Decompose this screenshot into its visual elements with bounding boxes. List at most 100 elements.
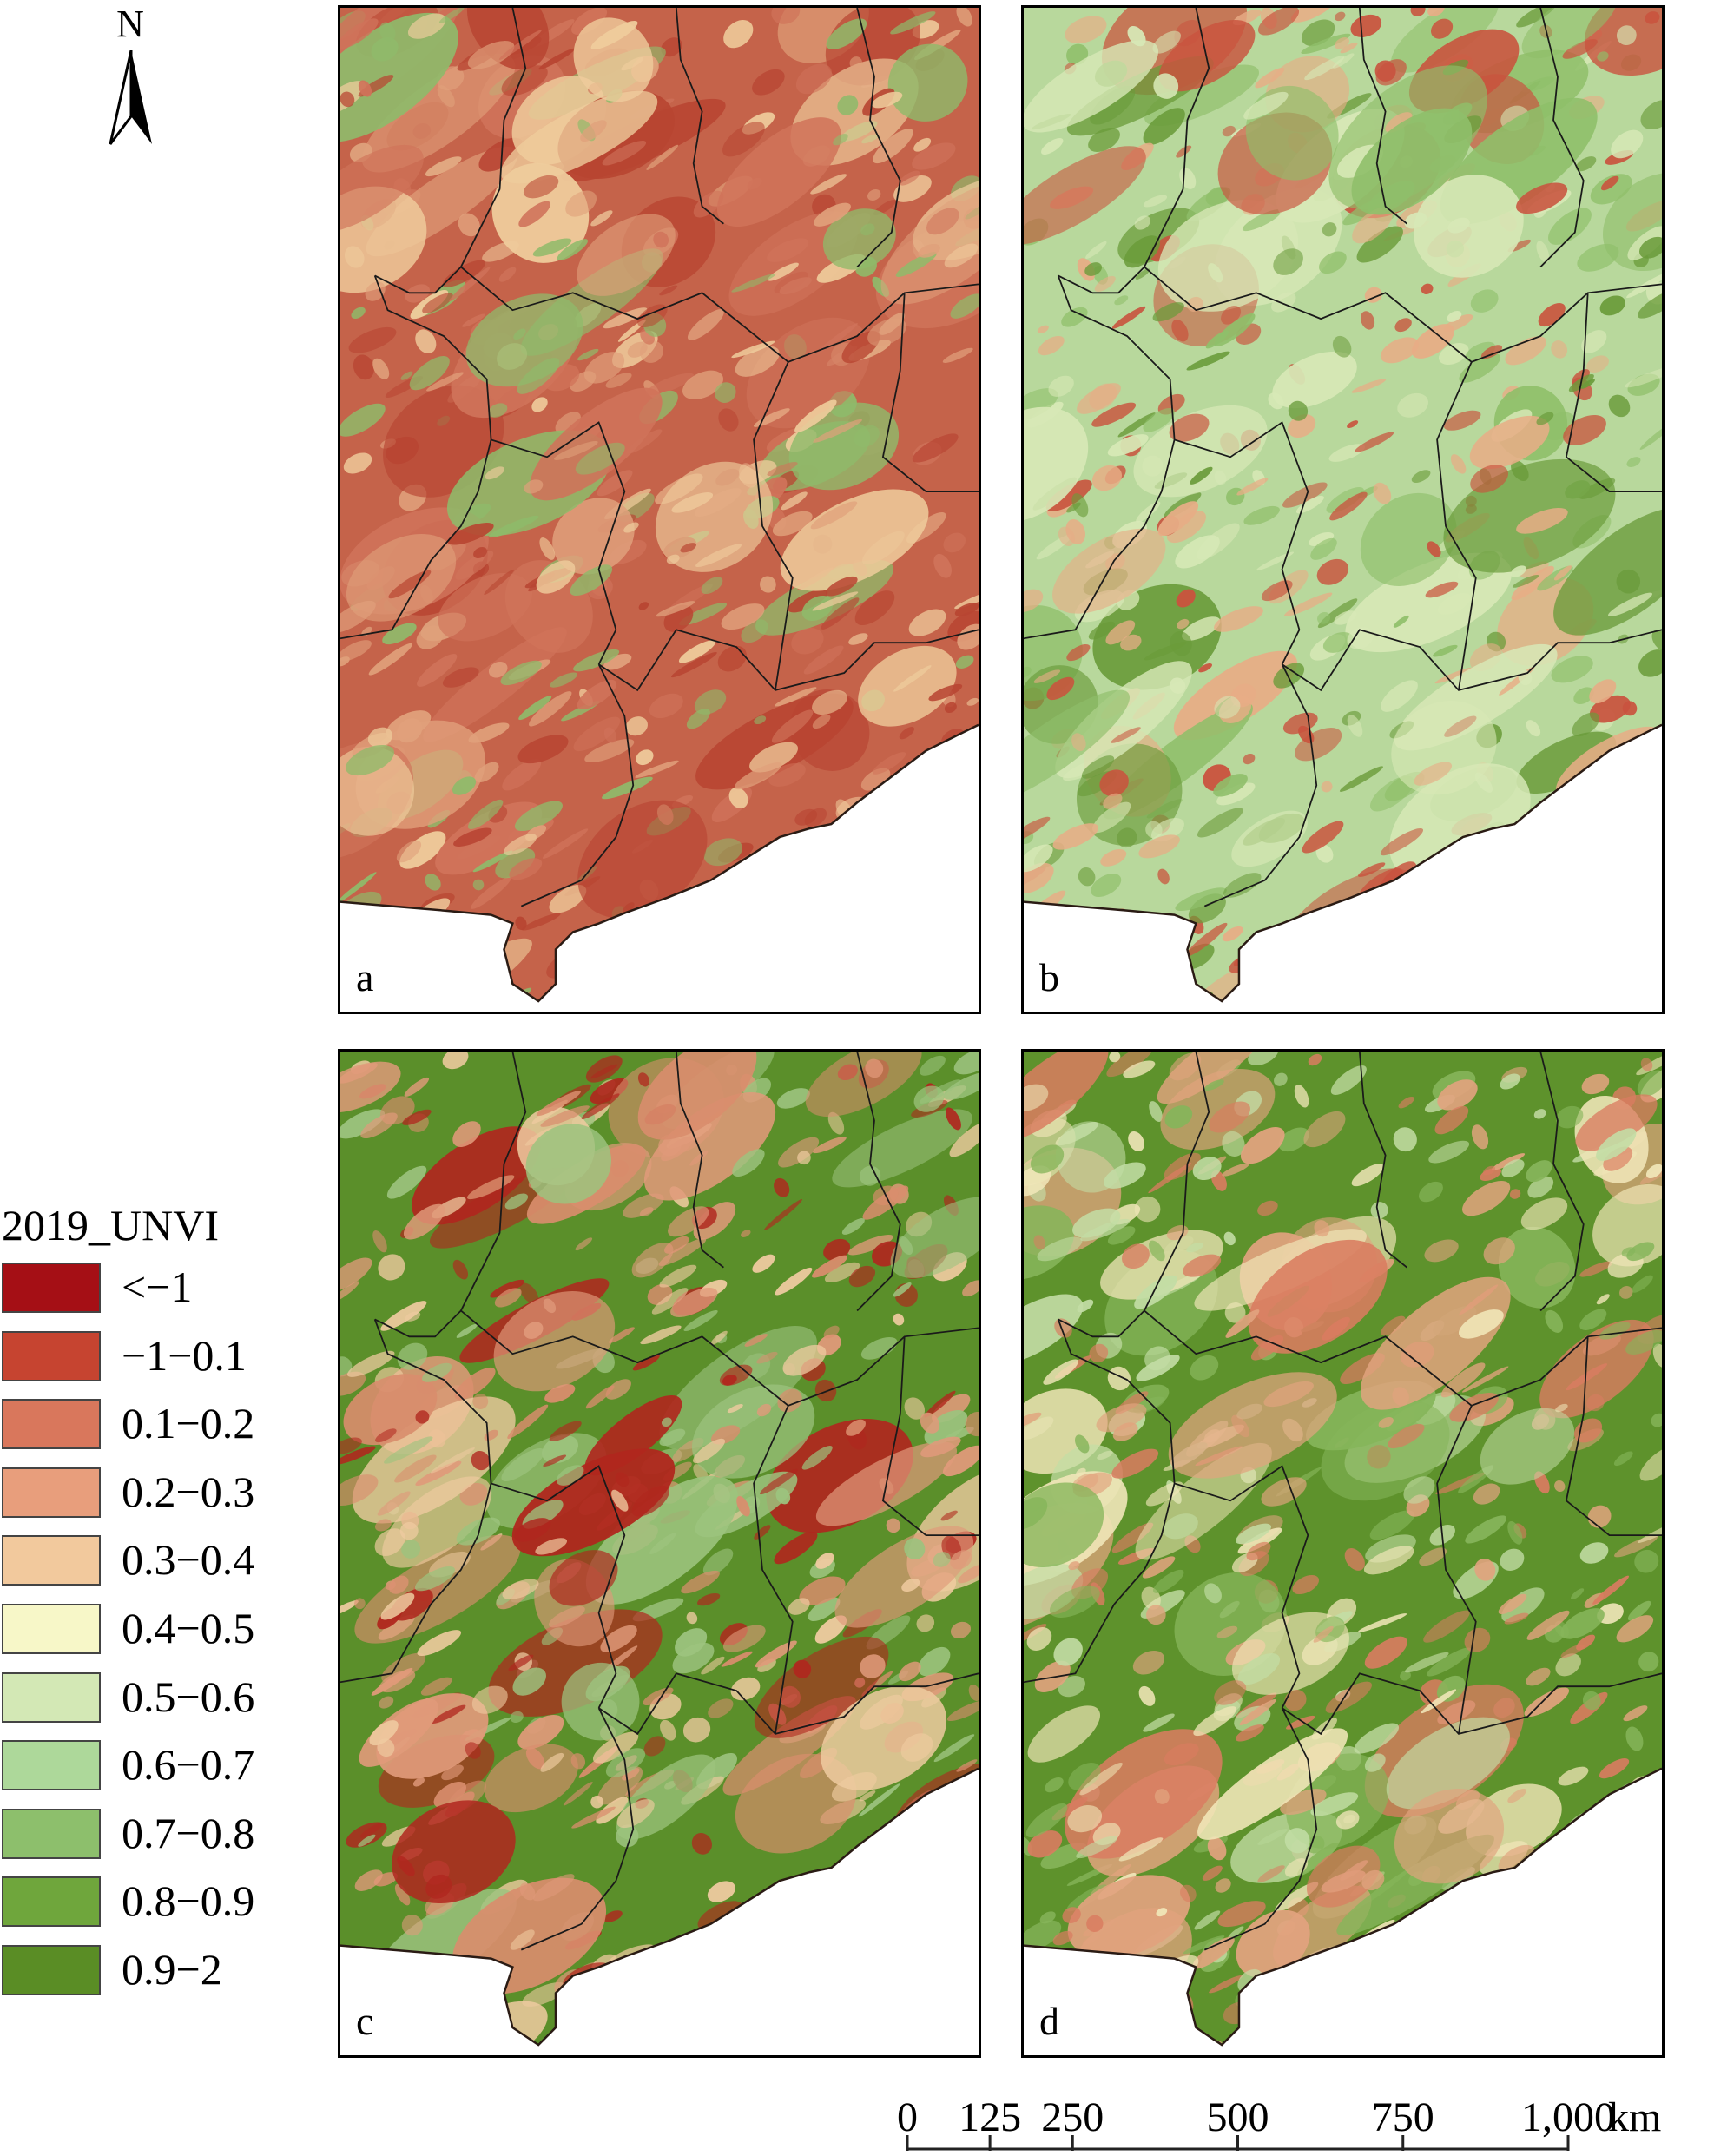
map-raster xyxy=(340,1052,979,2055)
scale-line xyxy=(906,2135,1570,2151)
map-panel-a: a xyxy=(338,5,981,1014)
panel-label: c xyxy=(356,1999,374,2043)
legend-swatch xyxy=(2,1535,101,1586)
province-boundary xyxy=(1024,1319,1176,1684)
province-boundary xyxy=(340,275,492,640)
legend-swatch xyxy=(2,1740,101,1791)
province-boundary xyxy=(1203,1707,1318,1951)
legend-label: <−1 xyxy=(122,1263,193,1311)
province-boundary xyxy=(1358,8,1407,225)
legend-label: 0.5−0.6 xyxy=(122,1671,255,1721)
coastline xyxy=(340,723,979,1003)
legend-label: 0.9−2 xyxy=(122,1944,222,1994)
scale-tick-label: 250 xyxy=(1041,2094,1104,2140)
province-boundary xyxy=(881,293,979,493)
province-boundary xyxy=(1539,1052,1585,1312)
legend-label: 0.7−0.8 xyxy=(122,1808,255,1857)
province-boundary xyxy=(460,1309,979,1407)
scale-tick-label: 125 xyxy=(959,2094,1022,2140)
legend-item: 0.9−2 xyxy=(2,1943,323,2012)
legend-swatch xyxy=(2,1876,101,1928)
coastline xyxy=(340,1767,979,2047)
legend-label: 0.8−0.9 xyxy=(122,1876,255,1926)
coastline xyxy=(1024,723,1662,1003)
province-boundary xyxy=(753,361,794,691)
province-boundary xyxy=(340,1319,492,1684)
province-boundary xyxy=(520,663,635,907)
map-panel-b: b xyxy=(1021,5,1665,1014)
province-boundary xyxy=(1358,1052,1407,1269)
legend-swatch xyxy=(2,1671,101,1723)
province-boundary xyxy=(374,1052,527,1338)
legend-item: <−1 xyxy=(2,1261,323,1329)
coastline xyxy=(1024,1767,1662,2047)
legend-item: 0.8−0.9 xyxy=(2,1875,323,1943)
legend-items: <−1 −1−0.1 0.1−0.2 0.2−0.3 0.3−0.4 0.4−0.5 0.5… xyxy=(2,1261,323,2012)
panel-label: a xyxy=(356,955,374,999)
legend-swatch xyxy=(2,1263,101,1313)
legend-label: 0.2−0.3 xyxy=(122,1467,255,1516)
scale-bar: 0 125 250 500 750 1,000 km xyxy=(881,2097,1714,2156)
legend-swatch xyxy=(2,1399,101,1450)
north-label: N xyxy=(116,3,144,45)
map-raster xyxy=(1024,8,1662,1012)
legend-swatch xyxy=(2,1467,101,1518)
legend-swatch xyxy=(2,1944,101,1995)
sea-area xyxy=(1024,724,1662,1012)
legend-item: 0.2−0.3 xyxy=(2,1466,323,1534)
province-boundary xyxy=(1058,1052,1210,1338)
legend-title: 2019_UNVI xyxy=(2,1201,219,1249)
panel-label: d xyxy=(1039,1999,1059,2043)
province-boundary xyxy=(675,8,724,225)
map-raster xyxy=(340,8,979,1012)
province-boundary xyxy=(753,1405,794,1735)
province-boundary xyxy=(1436,1405,1477,1735)
province-boundary xyxy=(1203,663,1318,907)
province-boundary xyxy=(856,8,901,268)
map-panel-c: c xyxy=(338,1049,981,2058)
north-arrow-icon xyxy=(109,50,152,145)
legend-label: −1−0.1 xyxy=(122,1330,247,1380)
scale-tick-label: 750 xyxy=(1371,2094,1434,2140)
province-boundary xyxy=(1144,266,1662,363)
legend-label: 0.4−0.5 xyxy=(122,1603,255,1652)
sea-area xyxy=(1024,1768,1662,2055)
province-boundary xyxy=(374,8,527,294)
province-boundary xyxy=(1282,629,1662,692)
legend-item: −1−0.1 xyxy=(2,1329,323,1398)
sea-area xyxy=(340,724,979,1012)
legend-item: 0.5−0.6 xyxy=(2,1671,323,1739)
legend-item: 0.3−0.4 xyxy=(2,1533,323,1602)
legend-label: 0.6−0.7 xyxy=(122,1740,255,1790)
province-boundary xyxy=(1565,293,1662,493)
scale-tick-label: 1,000 xyxy=(1521,2094,1615,2140)
province-boundary xyxy=(1174,1465,1309,1709)
province-boundary xyxy=(491,1465,626,1709)
province-boundary xyxy=(856,1052,901,1312)
province-boundary xyxy=(1539,8,1585,268)
province-boundary xyxy=(460,266,979,363)
province-boundary xyxy=(1058,8,1210,294)
map-panel-d: d xyxy=(1021,1049,1665,2058)
legend-swatch xyxy=(2,1808,101,1859)
province-boundary xyxy=(1174,421,1309,665)
province-boundary xyxy=(1436,361,1477,691)
province-boundary xyxy=(675,1052,724,1269)
panel-label: b xyxy=(1039,955,1059,999)
legend-item: 0.1−0.2 xyxy=(2,1397,323,1466)
province-boundary xyxy=(881,1336,979,1537)
legend-item: 0.4−0.5 xyxy=(2,1602,323,1671)
province-boundary xyxy=(1565,1336,1662,1537)
legend-item: 0.7−0.8 xyxy=(2,1807,323,1876)
province-boundary xyxy=(520,1707,635,1951)
scale-tick-label: 0 xyxy=(897,2094,918,2140)
map-raster xyxy=(1024,1052,1662,2055)
legend-label: 0.1−0.2 xyxy=(122,1399,255,1448)
legend-swatch xyxy=(2,1330,101,1381)
sea-area xyxy=(340,1768,979,2055)
scale-tick-label: 500 xyxy=(1206,2094,1269,2140)
scale-unit: km xyxy=(1608,2094,1662,2140)
legend: 2019_UNVI <−1 −1−0.1 0.1−0.2 0.2−0.3 0.3−0.4… xyxy=(2,1200,323,2012)
legend-label: 0.3−0.4 xyxy=(122,1535,255,1585)
province-boundary xyxy=(1144,1309,1662,1407)
